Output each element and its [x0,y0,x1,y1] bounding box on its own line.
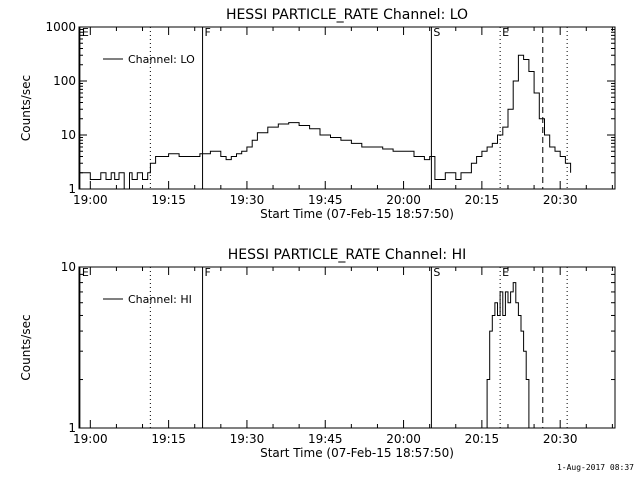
x-axis-label: Start Time (07-Feb-15 18:57:50) [260,446,454,460]
legend-label: Channel: HI [128,293,192,306]
plot-frame [78,266,616,429]
y-tick-label: 1 [68,421,76,435]
plot-date-stamp: 1-Aug-2017 08:37 [556,463,634,472]
x-tick-label: 19:00 [73,432,108,446]
event-marker-label: S [433,266,440,279]
y-tick-label: 100 [53,74,76,88]
x-tick-label: 20:00 [386,193,421,207]
x-tick-label: 19:15 [151,193,186,207]
chart-title: HESSI PARTICLE_RATE Channel: LO [226,7,468,23]
x-tick-label: 19:30 [230,432,265,446]
y-tick-label: 1000 [45,20,76,34]
plot-frame [78,26,616,190]
x-tick-label: 19:00 [73,193,108,207]
event-marker-label: E [502,26,509,39]
chart-panel-2: HESSI PARTICLE_RATE Channel: HI Start Tim… [19,247,616,460]
series-line [484,282,530,429]
y-tick-label: 10 [61,260,76,274]
event-marker-label: S [433,26,440,39]
x-tick-label: 19:15 [151,432,186,446]
y-axis-label: Counts/sec [19,75,33,141]
x-tick-label: 20:00 [386,432,421,446]
x-tick-label: 20:15 [465,432,500,446]
event-marker-label: E [502,266,509,279]
chart-panel-1: HESSI PARTICLE_RATE Channel: LO Start Tim… [19,7,616,221]
y-tick-label: 1 [68,182,76,196]
y-axis-label: Counts/sec [19,314,33,380]
legend-label: Channel: LO [128,53,195,66]
x-tick-label: 19:45 [308,432,343,446]
x-tick-label: 20:30 [543,193,578,207]
event-marker-label: E [82,26,89,39]
series-line [79,54,572,190]
y-tick-label: 10 [61,128,76,142]
x-tick-label: 20:15 [465,193,500,207]
event-marker-label: F [205,266,211,279]
x-axis-label: Start Time (07-Feb-15 18:57:50) [260,207,454,221]
event-marker-label: E [82,266,89,279]
chart-title: HESSI PARTICLE_RATE Channel: HI [228,247,466,263]
x-tick-label: 20:30 [543,432,578,446]
x-tick-label: 19:30 [230,193,265,207]
x-tick-label: 19:45 [308,193,343,207]
event-marker-label: F [205,26,211,39]
